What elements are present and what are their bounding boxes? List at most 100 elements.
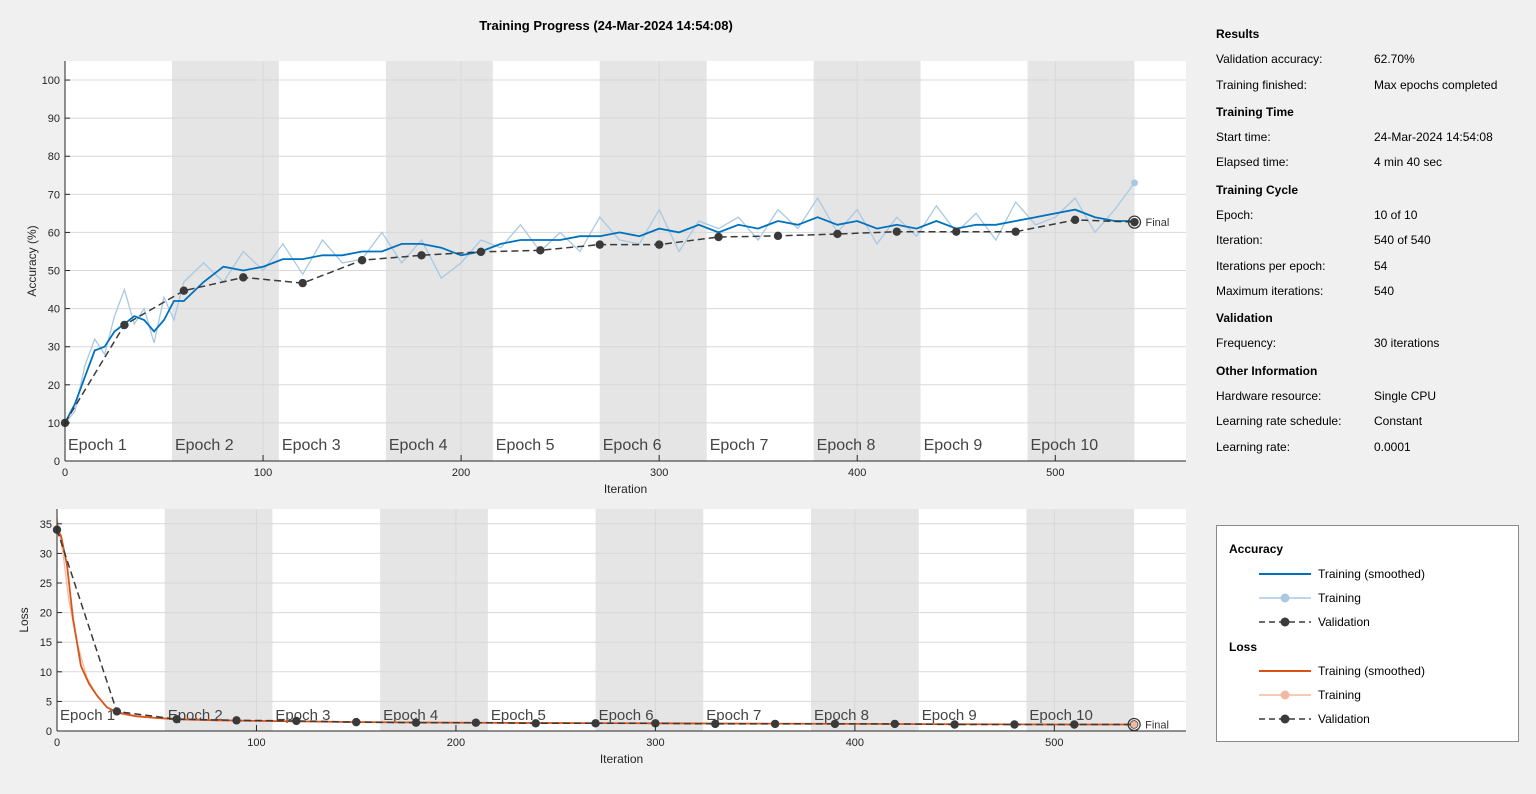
start-time-value: 24-Mar-2024 14:54:08 [1374,130,1493,144]
accuracy-epoch-band [599,61,707,461]
accuracy-validation-point [833,229,842,239]
results-heading: Results [1216,27,1260,41]
accuracy-validation-point [298,278,307,288]
accuracy-final-label: Final [1146,217,1170,229]
hardware-resource-label: Hardware resource: [1216,389,1322,403]
loss-validation-point [411,718,421,727]
loss-x-axis-label: Iteration [600,752,643,766]
accuracy-validation-point [1130,217,1139,227]
iteration-label: Iteration: [1216,233,1263,247]
loss-y-axis-label: Loss [17,607,31,632]
accuracy-validation-point [773,231,783,241]
training-finished-label: Training finished: [1216,78,1307,92]
legend-loss-smoothed-label: Training (smoothed) [1318,664,1425,678]
accuracy-validation-point [714,232,723,242]
loss-validation-point [591,719,600,728]
loss-epoch-label: Epoch 6 [599,707,654,724]
loss-y-tick-label: 15 [40,637,52,649]
validation-heading: Validation [1216,311,1273,325]
accuracy-epoch-label: Epoch 8 [817,437,876,454]
loss-x-tick-label: 300 [646,737,664,749]
legend-acc-training-label: Training [1318,591,1361,605]
loss-epoch-label: Epoch 10 [1029,707,1092,724]
accuracy-validation-point [536,246,545,255]
validation-accuracy-label: Validation accuracy: [1216,52,1323,66]
accuracy-epoch-label: Epoch 4 [389,437,448,454]
accuracy-epoch-label: Epoch 10 [1031,437,1099,454]
accuracy-x-tick-label: 0 [62,467,68,479]
loss-final-label: Final [1145,719,1169,731]
loss-validation-point [711,719,720,729]
accuracy-y-tick-label: 80 [48,151,60,163]
loss-epoch-band [810,509,919,731]
accuracy-y-tick-label: 30 [48,342,60,354]
legend-loss-smoothed-swatch [1259,670,1311,672]
start-time-label: Start time: [1216,130,1271,144]
iteration-value: 540 of 540 [1374,233,1431,247]
accuracy-y-tick-label: 20 [48,380,60,392]
accuracy-x-tick-label: 200 [452,467,470,479]
learning-rate-schedule-label: Learning rate schedule: [1216,414,1342,428]
accuracy-x-axis-label: Iteration [604,482,647,496]
accuracy-validation-point [1070,215,1080,225]
legend-acc-training-swatch [1259,593,1311,603]
accuracy-y-tick-label: 0 [54,456,60,468]
loss-validation-point [531,719,540,728]
accuracy-epoch-label: Epoch 1 [68,437,127,454]
training-finished-value: Max epochs completed [1374,78,1498,92]
accuracy-y-axis-label: Accuracy (%) [25,225,39,296]
chart-title: Training Progress (24-Mar-2024 14:54:08) [479,18,733,33]
iterations-per-epoch-label: Iterations per epoch: [1216,259,1326,273]
legend-loss-training-swatch [1259,690,1311,700]
accuracy-y-tick-label: 50 [48,266,60,278]
loss-final-marker [1127,717,1141,732]
loss-x-tick-label: 400 [846,737,864,749]
loss-validation-point [890,719,899,729]
loss-validation-point [1070,720,1079,729]
loss-epoch-band [164,509,273,731]
legend-acc-smoothed-label: Training (smoothed) [1318,567,1425,581]
legend-loss-validation-label: Validation [1318,712,1370,726]
hardware-resource-value: Single CPU [1374,389,1437,403]
loss-axes: Epoch 1 Epoch 2 Epoch 3 Epoch 4 Epoch 5 Epoch… [17,509,1186,766]
loss-validation-point [1010,720,1019,729]
legend-acc-validation-swatch [1259,617,1311,627]
loss-y-tick-label: 35 [40,519,52,531]
elapsed-time-value: 4 min 40 sec [1374,155,1443,169]
legend-loss-training-label: Training [1318,688,1361,702]
elapsed-time-label: Elapsed time: [1216,155,1289,169]
loss-validation-point [232,716,241,725]
maximum-iterations-label: Maximum iterations: [1216,284,1324,298]
loss-x-tick-label: 100 [247,737,265,749]
loss-y-tick-label: 30 [40,548,52,560]
accuracy-validation-point [595,240,604,249]
loss-epoch-label: Epoch 4 [383,707,438,724]
accuracy-validation-point [239,273,248,282]
accuracy-epoch-label: Epoch 9 [924,437,983,454]
loss-epoch-label: Epoch 8 [814,707,869,724]
accuracy-x-tick-label: 300 [650,467,668,479]
accuracy-validation-point [417,251,426,260]
loss-y-tick-label: 0 [46,726,52,738]
accuracy-y-tick-label: 100 [42,75,60,87]
frequency-value: 30 iterations [1374,336,1440,350]
learning-rate-schedule-value: Constant [1374,414,1423,428]
loss-x-tick-label: 500 [1045,737,1063,749]
accuracy-axes: Epoch 1 Epoch 2 Epoch 3 Epoch 4 Epoch 5 Epoch… [25,61,1186,496]
loss-epoch-label: Epoch 3 [275,707,330,724]
loss-y-tick-label: 10 [40,667,52,679]
chart-legend: Accuracy Training (smoothed) Training Va… [1216,525,1519,742]
loss-epoch-label: Epoch 1 [60,707,115,724]
accuracy-epoch-band [385,61,493,461]
loss-y-tick-label: 25 [40,578,52,590]
legend-acc-validation-label: Validation [1318,615,1370,629]
loss-validation-point [172,714,181,724]
accuracy-smoothed-line [64,208,1135,424]
loss-validation-point [352,717,361,727]
epoch-value: 10 of 10 [1374,208,1418,222]
accuracy-epoch-label: Epoch 2 [175,437,234,454]
accuracy-y-tick-label: 90 [48,113,60,125]
legend-acc-smoothed-swatch [1259,573,1311,575]
loss-y-tick-label: 20 [40,608,52,620]
other-information-heading: Other Information [1216,364,1318,378]
